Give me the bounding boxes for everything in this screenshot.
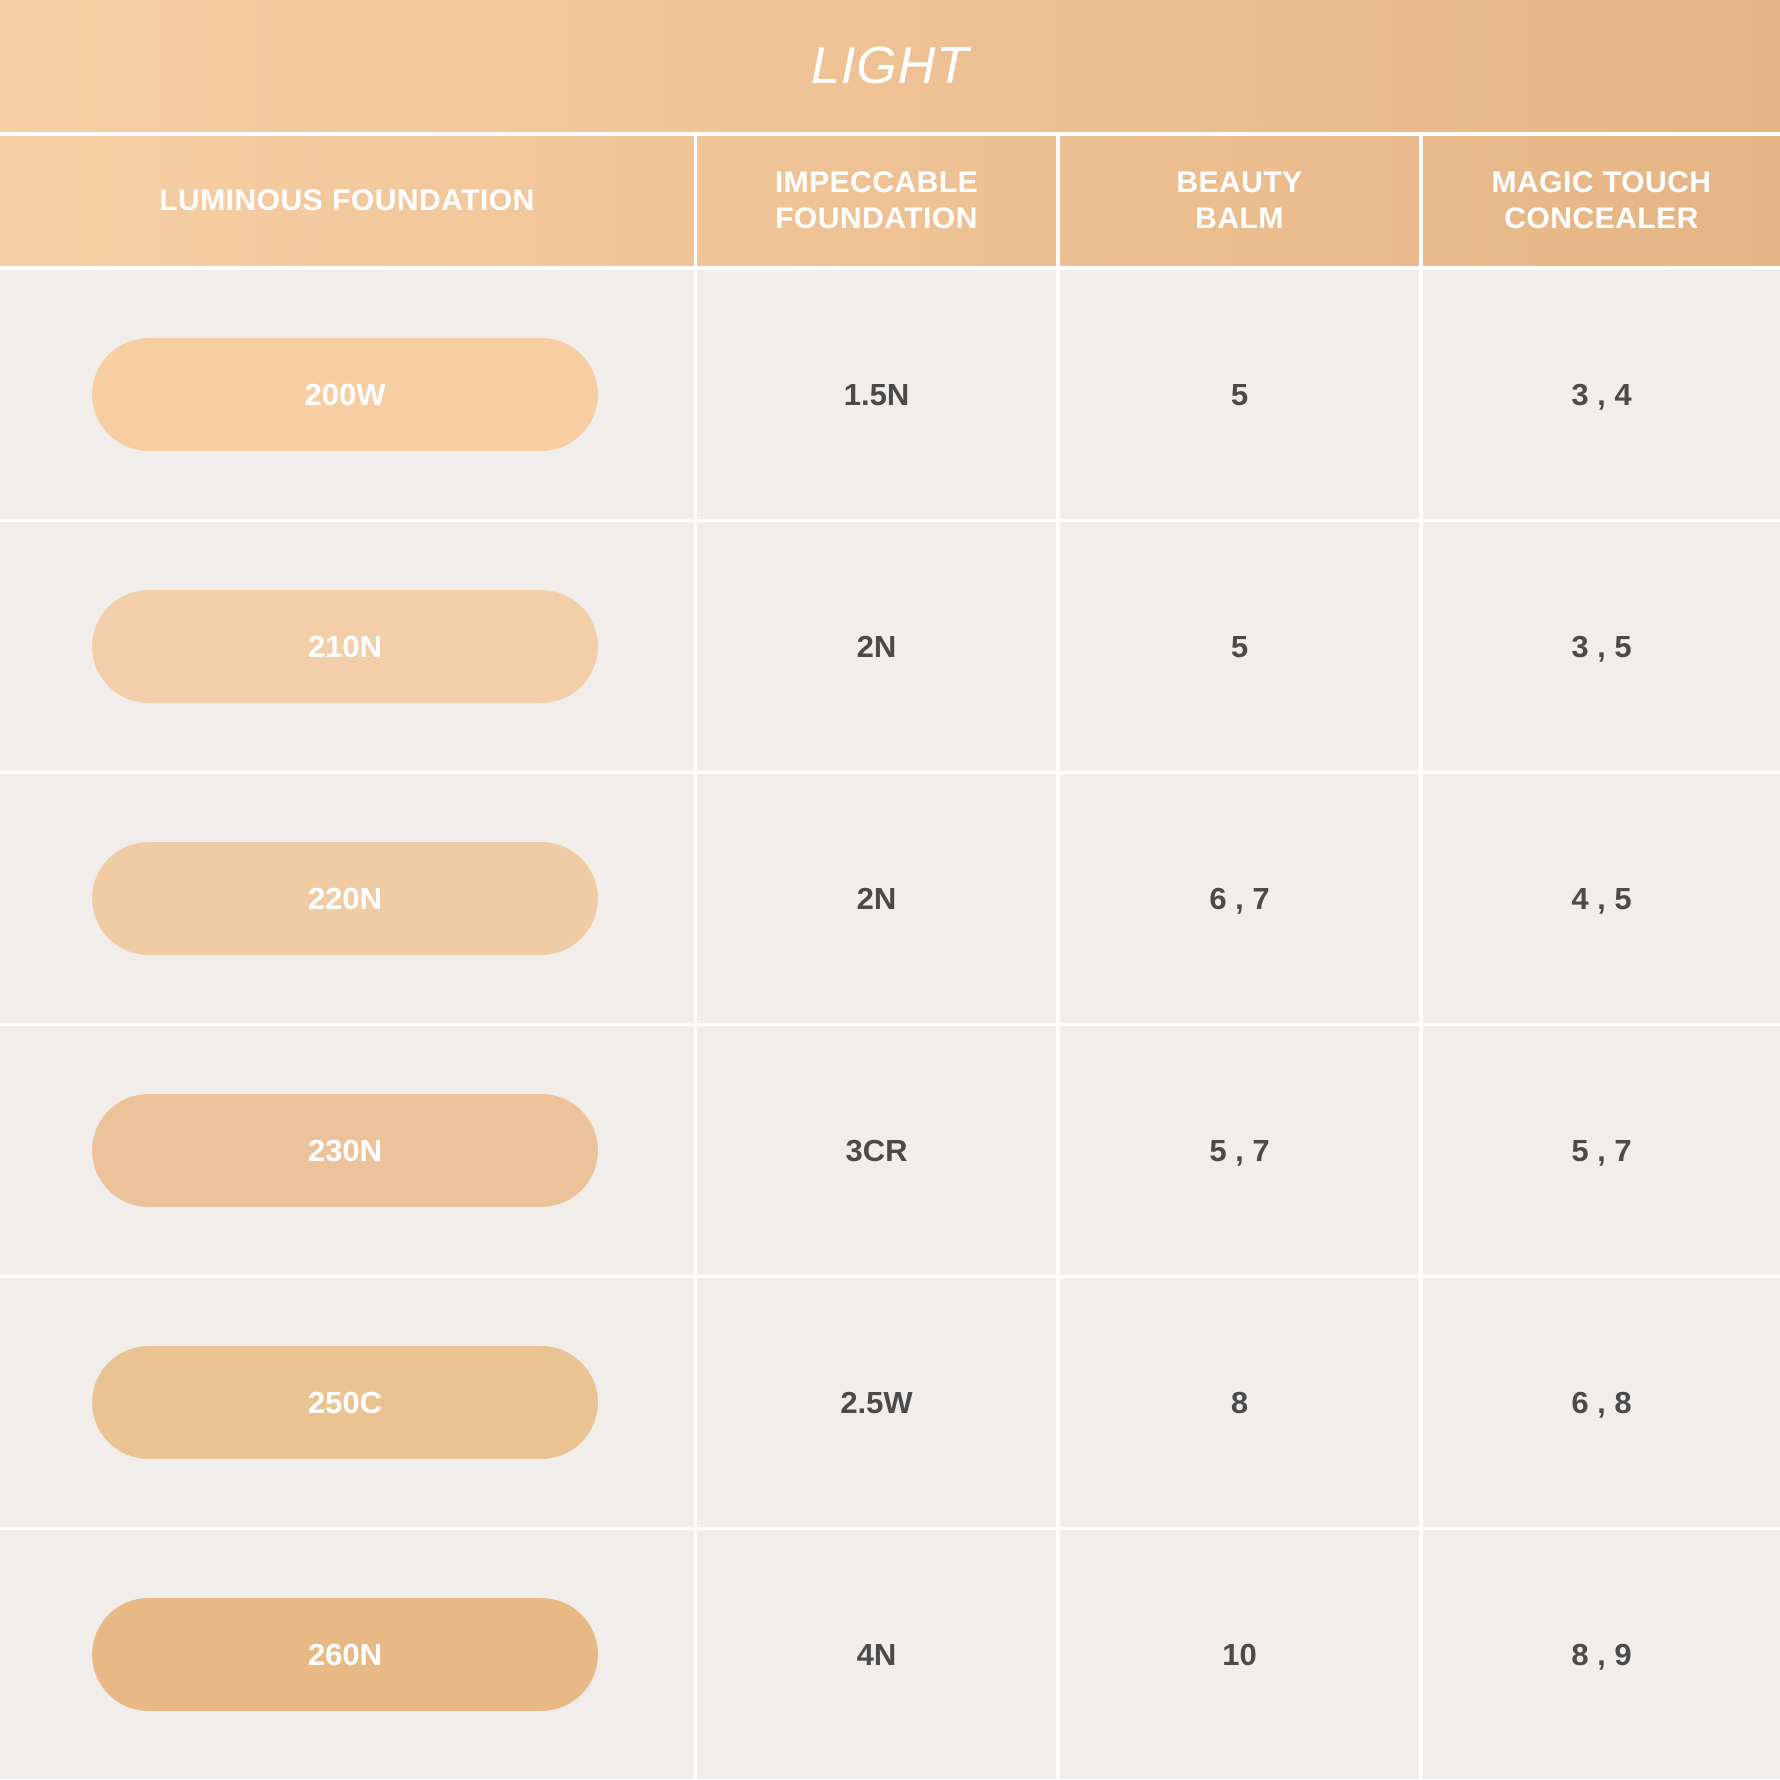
- luminous-foundation-cell: 220N: [0, 774, 694, 1023]
- header-magic-touch-concealer: MAGIC TOUCH CONCEALER: [1423, 136, 1780, 266]
- shade-swatch-pill: 250C: [92, 1346, 598, 1459]
- beauty-balm-cell: 5: [1060, 270, 1419, 519]
- shade-value: 6 , 8: [1571, 1384, 1632, 1420]
- concealer-cell: 6 , 8: [1423, 1278, 1780, 1527]
- impeccable-foundation-cell: 4N: [697, 1530, 1056, 1779]
- shade-value: 4 , 5: [1571, 880, 1632, 916]
- luminous-foundation-cell: 230N: [0, 1026, 694, 1275]
- shade-swatch-pill: 210N: [92, 590, 598, 703]
- beauty-balm-cell: 8: [1060, 1278, 1419, 1527]
- shade-swatch-pill: 230N: [92, 1094, 598, 1207]
- concealer-cell: 3 , 5: [1423, 522, 1780, 771]
- header-luminous-foundation: LUMINOUS FOUNDATION: [0, 136, 694, 266]
- beauty-balm-cell: 5 , 7: [1060, 1026, 1419, 1275]
- page-title: LIGHT: [810, 37, 970, 95]
- shade-value: 3 , 4: [1571, 376, 1632, 412]
- shade-value: 4N: [856, 1636, 897, 1672]
- impeccable-foundation-cell: 2N: [697, 522, 1056, 771]
- shade-value: 1.5N: [843, 376, 910, 412]
- impeccable-foundation-cell: 2N: [697, 774, 1056, 1023]
- concealer-cell: 4 , 5: [1423, 774, 1780, 1023]
- beauty-balm-cell: 5: [1060, 522, 1419, 771]
- shade-value: 8: [1230, 1384, 1249, 1420]
- concealer-cell: 5 , 7: [1423, 1026, 1780, 1275]
- shade-value: 2N: [856, 628, 897, 664]
- impeccable-foundation-cell: 2.5W: [697, 1278, 1056, 1527]
- shade-value: 5 , 7: [1209, 1132, 1270, 1168]
- concealer-cell: 3 , 4: [1423, 270, 1780, 519]
- luminous-foundation-cell: 260N: [0, 1530, 694, 1779]
- header-beauty-balm: BEAUTY BALM: [1060, 136, 1419, 266]
- impeccable-foundation-cell: 1.5N: [697, 270, 1056, 519]
- luminous-foundation-cell: 250C: [0, 1278, 694, 1527]
- shade-value: 2.5W: [840, 1384, 913, 1420]
- luminous-foundation-cell: 210N: [0, 522, 694, 771]
- shade-value: 5 , 7: [1571, 1132, 1632, 1168]
- shade-value: 10: [1222, 1636, 1257, 1672]
- shade-value: 5: [1230, 628, 1249, 664]
- shade-swatch-pill: 200W: [92, 338, 598, 451]
- shade-value: 5: [1230, 376, 1249, 412]
- beauty-balm-cell: 6 , 7: [1060, 774, 1419, 1023]
- luminous-foundation-cell: 200W: [0, 270, 694, 519]
- impeccable-foundation-cell: 3CR: [697, 1026, 1056, 1275]
- shade-value: 3 , 5: [1571, 628, 1632, 664]
- beauty-balm-cell: 10: [1060, 1530, 1419, 1779]
- title-band: LIGHT: [0, 0, 1780, 132]
- shade-swatch-pill: 260N: [92, 1598, 598, 1711]
- shade-value: 3CR: [845, 1132, 908, 1168]
- shade-value: 8 , 9: [1571, 1636, 1632, 1672]
- shade-value: 2N: [856, 880, 897, 916]
- header-impeccable-foundation: IMPECCABLE FOUNDATION: [697, 136, 1056, 266]
- concealer-cell: 8 , 9: [1423, 1530, 1780, 1779]
- shade-value: 6 , 7: [1209, 880, 1270, 916]
- shade-swatch-pill: 220N: [92, 842, 598, 955]
